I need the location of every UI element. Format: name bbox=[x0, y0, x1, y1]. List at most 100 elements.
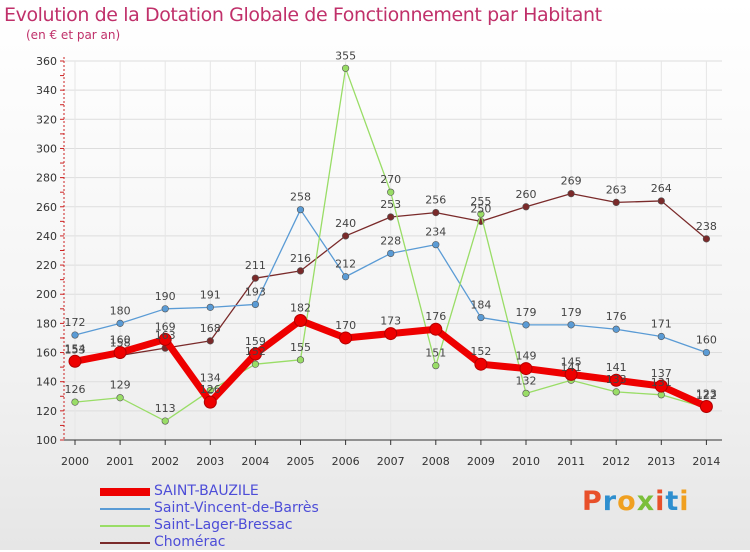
data-label-saint-bauzile-2000: 154 bbox=[65, 342, 86, 355]
data-point-saint-vincent-de-barres-2007 bbox=[387, 249, 395, 258]
data-label-saint-bauzile-2008: 176 bbox=[425, 310, 446, 323]
data-label-saint-bauzile-2007: 173 bbox=[380, 315, 401, 328]
data-label-saint-lager-bressac-2005: 155 bbox=[290, 341, 311, 354]
y-tick-label-320: 320 bbox=[36, 113, 57, 126]
data-point-chomerac-2013 bbox=[657, 197, 665, 205]
data-point-saint-vincent-de-barres-2006 bbox=[342, 273, 350, 281]
data-label-chomerac-2000: 153 bbox=[65, 344, 86, 357]
data-point-saint-lager-bressac-2002 bbox=[161, 417, 169, 425]
logo-letter: o bbox=[617, 486, 637, 517]
x-tick-label-2003: 2003 bbox=[196, 455, 224, 468]
logo-letter: t bbox=[665, 486, 680, 517]
data-point-saint-lager-bressac-2012 bbox=[612, 388, 620, 396]
chart-title: Evolution de la Dotation Globale de Fonc… bbox=[4, 4, 602, 26]
data-point-saint-bauzile-2011 bbox=[564, 367, 578, 381]
data-label-saint-lager-bressac-2014: 122 bbox=[696, 389, 717, 402]
x-tick-label-2006: 2006 bbox=[332, 455, 360, 468]
x-tick-label-2008: 2008 bbox=[422, 455, 450, 468]
legend-label-chomerac: Chomérac bbox=[154, 534, 226, 550]
data-label-saint-bauzile-2006: 170 bbox=[335, 319, 356, 332]
data-label-saint-lager-bressac-2009: 255 bbox=[470, 195, 491, 208]
data-point-saint-bauzile-2006 bbox=[339, 331, 353, 345]
data-label-saint-vincent-de-barres-2011: 179 bbox=[561, 306, 582, 319]
data-label-saint-lager-bressac-2006: 355 bbox=[335, 49, 356, 62]
legend-swatch-saint-vincent bbox=[100, 508, 150, 510]
data-label-saint-vincent-de-barres-2000: 172 bbox=[65, 316, 86, 329]
y-tick-label-300: 300 bbox=[36, 142, 57, 155]
data-label-saint-lager-bressac-2007: 270 bbox=[380, 173, 401, 186]
y-tick-label-240: 240 bbox=[36, 230, 57, 243]
x-tick-label-2012: 2012 bbox=[602, 455, 630, 468]
data-label-chomerac-2010: 260 bbox=[516, 188, 537, 201]
data-point-saint-vincent-de-barres-2010 bbox=[522, 321, 530, 329]
data-point-chomerac-2004 bbox=[251, 274, 259, 282]
data-label-saint-bauzile-2001: 160 bbox=[110, 334, 131, 347]
data-label-saint-vincent-de-barres-2009: 184 bbox=[470, 299, 491, 312]
data-point-saint-vincent-de-barres-2013 bbox=[657, 332, 665, 341]
data-point-chomerac-2010 bbox=[522, 203, 530, 211]
data-point-saint-lager-bressac-2004 bbox=[251, 360, 259, 368]
x-tick-label-2000: 2000 bbox=[61, 455, 89, 468]
data-label-saint-lager-bressac-2000: 126 bbox=[65, 383, 86, 396]
legend: SAINT-BAUZILE Saint-Vincent-de-Barrès Sa… bbox=[100, 483, 400, 552]
data-point-chomerac-2011 bbox=[567, 190, 575, 198]
x-tick-label-2014: 2014 bbox=[692, 455, 720, 468]
data-point-saint-bauzile-2009 bbox=[474, 357, 488, 371]
data-point-saint-vincent-de-barres-2000 bbox=[71, 331, 79, 339]
data-label-saint-vincent-de-barres-2008: 234 bbox=[425, 226, 446, 239]
data-label-chomerac-2001: 158 bbox=[110, 336, 131, 349]
data-point-saint-bauzile-2013 bbox=[654, 379, 668, 393]
data-label-saint-vincent-de-barres-2003: 191 bbox=[200, 288, 221, 301]
proxiti-logo: Proxiti bbox=[582, 486, 690, 517]
data-point-saint-bauzile-2000 bbox=[68, 354, 82, 368]
data-label-saint-bauzile-2005: 182 bbox=[290, 301, 311, 314]
data-point-saint-lager-bressac-2001 bbox=[116, 394, 124, 402]
x-tick-label-2010: 2010 bbox=[512, 455, 540, 468]
legend-item-saint-bauzile: SAINT-BAUZILE bbox=[100, 483, 400, 501]
data-label-saint-lager-bressac-2013: 131 bbox=[651, 376, 672, 389]
data-label-saint-vincent-de-barres-2006: 212 bbox=[335, 258, 356, 271]
data-point-saint-vincent-de-barres-2003 bbox=[206, 303, 214, 311]
data-point-saint-vincent-de-barres-2008 bbox=[432, 241, 440, 249]
x-tick-label-2005: 2005 bbox=[287, 455, 315, 468]
data-point-saint-bauzile-2001 bbox=[113, 346, 127, 360]
legend-label-saint-vincent: Saint-Vincent-de-Barrès bbox=[154, 500, 319, 516]
legend-label-saint-bauzile: SAINT-BAUZILE bbox=[154, 483, 259, 499]
data-point-saint-lager-bressac-2005 bbox=[296, 356, 305, 364]
y-tick-label-180: 180 bbox=[36, 317, 57, 330]
data-point-saint-bauzile-2008 bbox=[429, 322, 443, 336]
data-label-chomerac-2002: 163 bbox=[155, 329, 176, 342]
data-point-saint-bauzile-2002 bbox=[158, 332, 172, 346]
data-point-chomerac-2003 bbox=[206, 337, 214, 345]
data-label-chomerac-2009: 250 bbox=[470, 202, 491, 215]
data-label-chomerac-2007: 253 bbox=[380, 198, 401, 211]
y-tick-label-200: 200 bbox=[36, 288, 57, 301]
data-point-chomerac-2014 bbox=[702, 235, 711, 243]
legend-swatch-saint-bauzile bbox=[100, 488, 150, 496]
logo-letter: x bbox=[636, 486, 656, 517]
data-point-saint-vincent-de-barres-2011 bbox=[567, 321, 575, 329]
data-label-saint-bauzile-2012: 141 bbox=[606, 361, 627, 374]
data-point-saint-vincent-de-barres-2005 bbox=[296, 206, 305, 214]
data-label-chomerac-2011: 269 bbox=[561, 175, 582, 188]
data-point-saint-lager-bressac-2010 bbox=[522, 389, 530, 397]
data-label-chomerac-2013: 264 bbox=[651, 182, 672, 195]
legend-item-saint-vincent: Saint-Vincent-de-Barrès bbox=[100, 500, 400, 518]
data-point-chomerac-2012 bbox=[612, 198, 620, 206]
data-label-saint-lager-bressac-2012: 133 bbox=[606, 373, 627, 386]
y-tick-label-120: 120 bbox=[36, 405, 57, 418]
data-label-saint-vincent-de-barres-2001: 180 bbox=[110, 304, 131, 317]
legend-item-chomerac: Chomérac bbox=[100, 534, 400, 552]
y-tick-label-340: 340 bbox=[36, 84, 57, 97]
data-point-saint-bauzile-2004 bbox=[248, 347, 262, 361]
y-tick-label-260: 260 bbox=[36, 201, 57, 214]
data-label-saint-bauzile-2014: 123 bbox=[696, 387, 717, 400]
data-point-saint-lager-bressac-2000 bbox=[71, 398, 79, 406]
chart-subtitle: (en € et par an) bbox=[26, 28, 121, 42]
x-tick-label-2007: 2007 bbox=[377, 455, 405, 468]
data-label-saint-bauzile-2011: 145 bbox=[561, 355, 582, 368]
data-label-saint-lager-bressac-2003: 134 bbox=[200, 371, 221, 384]
x-tick-label-2009: 2009 bbox=[467, 455, 495, 468]
data-point-saint-vincent-de-barres-2012 bbox=[612, 325, 620, 333]
